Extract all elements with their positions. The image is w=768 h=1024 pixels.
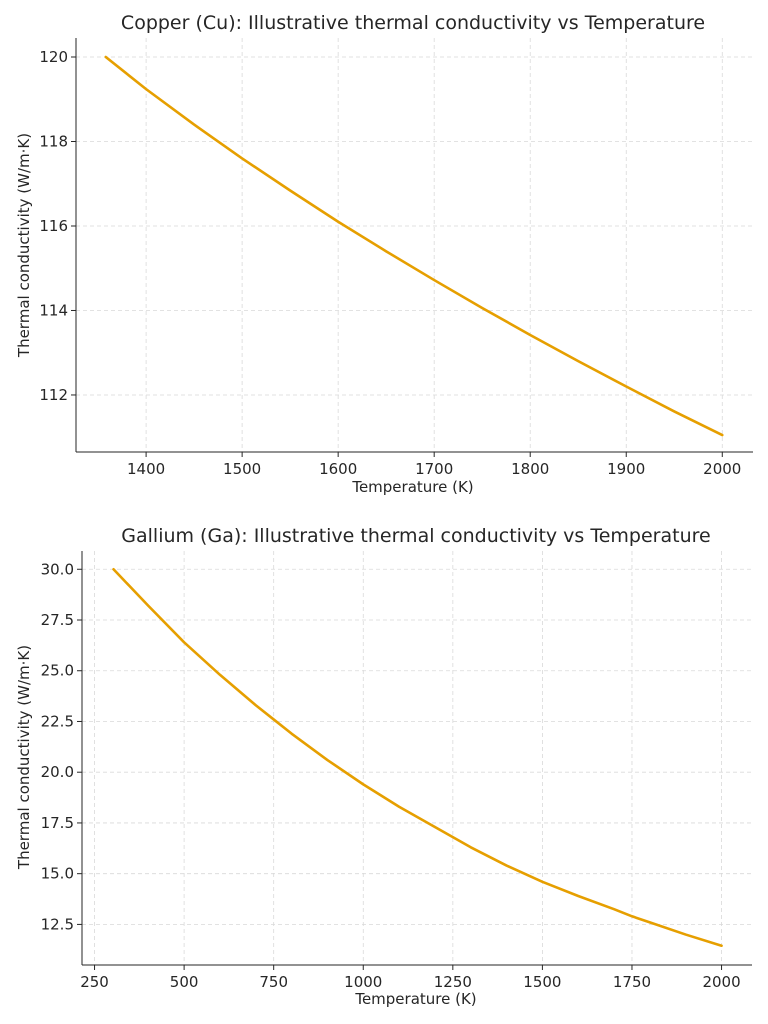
x-tick-label: 1900 (607, 460, 645, 478)
x-tick-label: 1000 (344, 973, 382, 991)
grid (82, 551, 752, 965)
y-tick-label: 25.0 (41, 662, 74, 680)
x-tick-label: 500 (170, 973, 199, 991)
y-axis-label: Thermal conductivity (W/m·K) (15, 645, 33, 870)
y-tick-label: 30.0 (41, 560, 74, 578)
chart-title: Copper (Cu): Illustrative thermal conduc… (121, 12, 705, 34)
y-axis-label: Thermal conductivity (W/m·K) (15, 133, 33, 358)
y-tick-label: 116 (39, 217, 68, 235)
x-tick-label: 250 (80, 973, 109, 991)
y-tick-label: 20.0 (41, 763, 74, 781)
y-tick-label: 12.5 (41, 915, 74, 933)
y-tick-label: 120 (39, 48, 68, 66)
x-tick-label: 1400 (127, 460, 165, 478)
x-tick-label: 750 (259, 973, 288, 991)
y-tick-label: 15.0 (41, 865, 74, 883)
x-tick-label: 1250 (434, 973, 472, 991)
x-tick-label: 1750 (613, 973, 651, 991)
y-tick-label: 22.5 (41, 712, 74, 730)
series-line (104, 55, 724, 437)
copper-chart: Copper (Cu): Illustrative thermal conduc… (15, 12, 753, 496)
x-tick-label: 1800 (511, 460, 549, 478)
x-tick-label: 1500 (223, 460, 261, 478)
x-tick-label: 1700 (415, 460, 453, 478)
series-line (112, 567, 723, 948)
x-tick-label: 2000 (702, 973, 740, 991)
y-tick-label: 27.5 (41, 611, 74, 629)
gallium-chart: Gallium (Ga): Illustrative thermal condu… (15, 525, 752, 1008)
chart-title: Gallium (Ga): Illustrative thermal condu… (121, 525, 710, 547)
y-tick-label: 112 (39, 386, 68, 404)
y-tick-label: 17.5 (41, 814, 74, 832)
x-tick-label: 1500 (523, 973, 561, 991)
x-tick-label: 2000 (703, 460, 741, 478)
x-tick-label: 1600 (319, 460, 357, 478)
grid (76, 38, 753, 452)
y-tick-label: 114 (39, 301, 68, 319)
y-tick-label: 118 (39, 133, 68, 151)
x-axis-label: Temperature (K) (351, 478, 473, 496)
x-axis-label: Temperature (K) (354, 990, 476, 1008)
